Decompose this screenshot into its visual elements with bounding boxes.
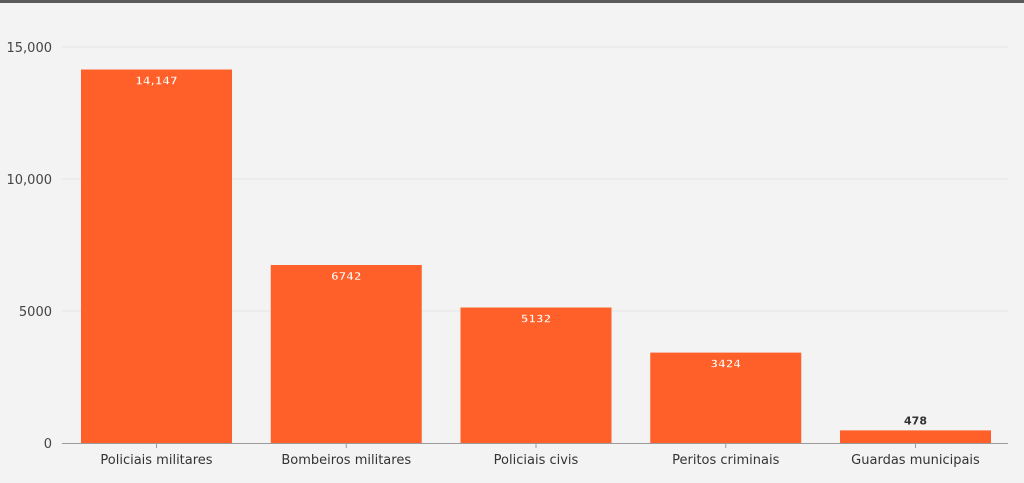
x-axis-ticks: Policiais militares Bombeiros militares Po…: [100, 443, 980, 468]
bar-value-label: 6742: [331, 270, 362, 283]
x-tick-label: Peritos criminais: [672, 453, 779, 468]
y-tick-label: 15,000: [7, 41, 53, 56]
bar-value-labels: 14,147 6742 5132 3424 478: [135, 74, 927, 427]
top-border: [0, 0, 1024, 3]
bar-value-label: 14,147: [135, 75, 177, 88]
bar-value-label: 478: [904, 414, 927, 427]
x-tick-label: Policiais militares: [100, 453, 212, 468]
bar-value-label: 5132: [521, 313, 552, 326]
bar: [840, 430, 991, 443]
y-tick-label: 0: [44, 437, 52, 452]
bars: [81, 69, 991, 444]
x-tick-label: Guardas municipais: [851, 453, 980, 468]
y-tick-label: 5000: [19, 305, 52, 320]
bar: [270, 265, 422, 443]
bar-value-label: 3424: [710, 358, 741, 371]
x-tick-label: Bombeiros militares: [281, 453, 411, 468]
y-axis-ticks: 0 5000 10,000 15,000: [7, 41, 53, 452]
bar: [460, 307, 612, 443]
bar: [650, 352, 802, 443]
x-tick-label: Policiais civis: [494, 453, 579, 468]
bar: [81, 69, 232, 444]
y-tick-label: 10,000: [7, 173, 53, 188]
